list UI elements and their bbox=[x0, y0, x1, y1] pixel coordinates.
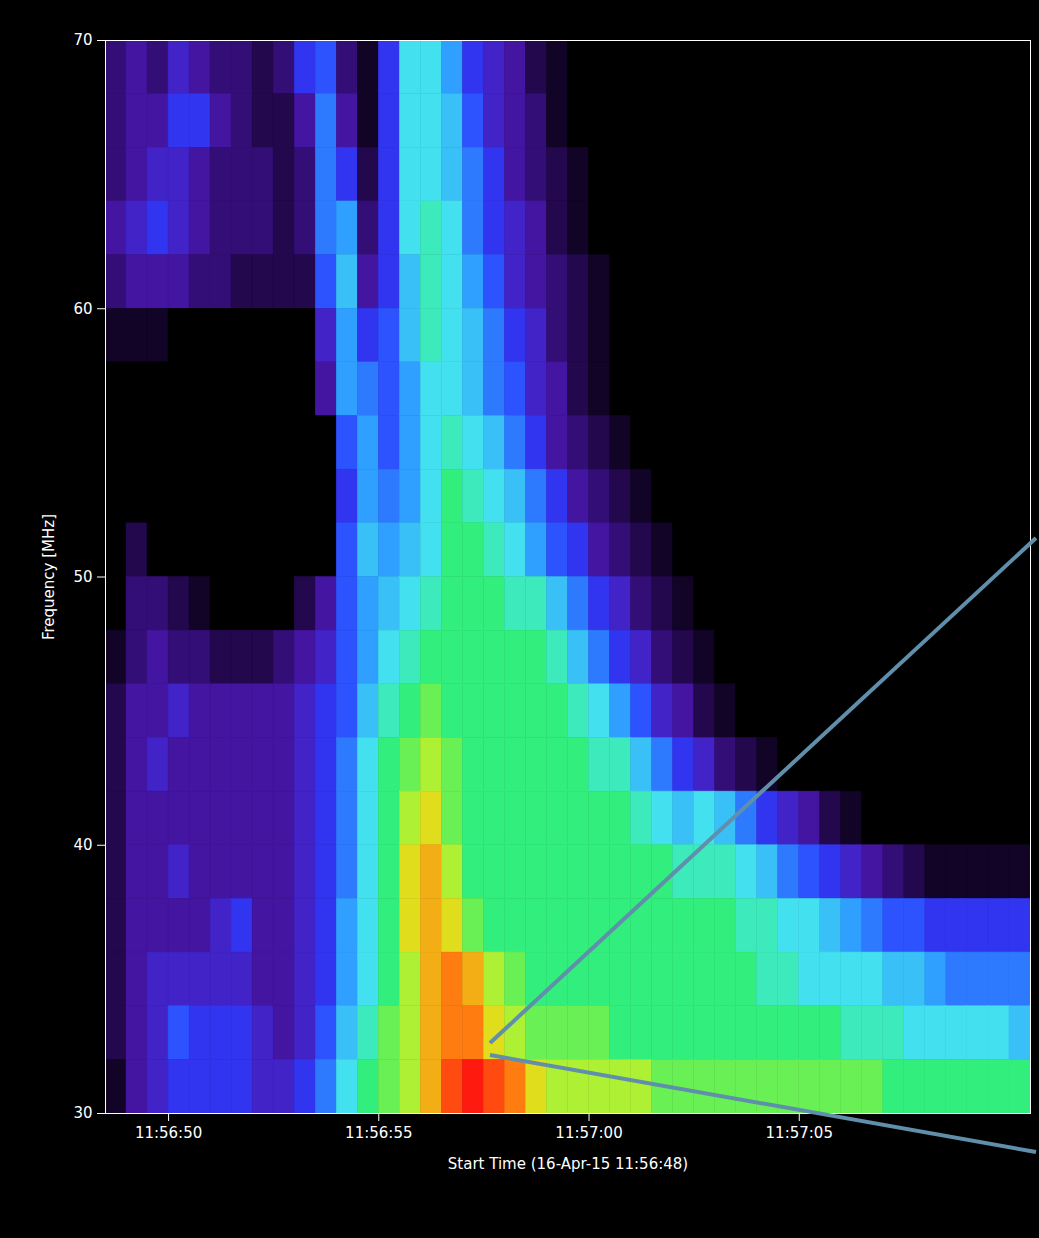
svg-text:11:56:55: 11:56:55 bbox=[345, 1124, 412, 1142]
svg-text:11:57:00: 11:57:00 bbox=[555, 1124, 622, 1142]
svg-text:30: 30 bbox=[73, 1104, 92, 1122]
svg-text:50: 50 bbox=[73, 568, 92, 586]
svg-text:Start Time (16-Apr-15 11:56:48: Start Time (16-Apr-15 11:56:48) bbox=[448, 1155, 688, 1173]
svg-text:70: 70 bbox=[73, 31, 92, 49]
svg-text:60: 60 bbox=[73, 300, 92, 318]
svg-text:40: 40 bbox=[73, 836, 92, 854]
svg-text:Frequency [MHz]: Frequency [MHz] bbox=[40, 514, 58, 640]
svg-text:11:56:50: 11:56:50 bbox=[135, 1124, 202, 1142]
svg-text:11:57:05: 11:57:05 bbox=[766, 1124, 833, 1142]
